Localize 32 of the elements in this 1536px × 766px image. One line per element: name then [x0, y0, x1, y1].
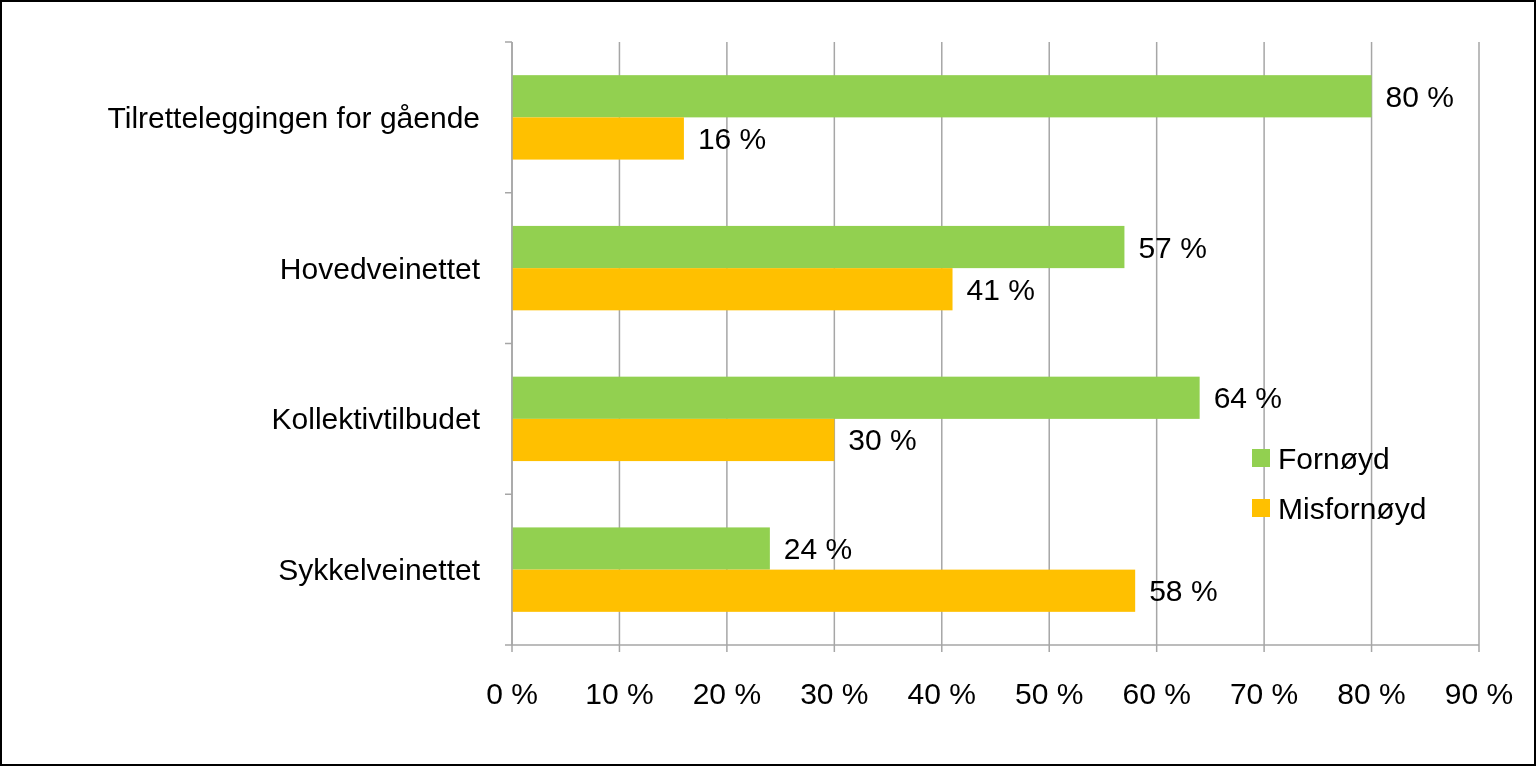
data-label: 30 %: [848, 423, 917, 457]
x-tick-label: 20 %: [692, 676, 762, 710]
y-tick-label: Sykkelveinettet: [278, 553, 481, 587]
x-tick-label: 90 %: [1444, 676, 1514, 710]
bar: [512, 527, 770, 570]
x-tick-label: 80 %: [1337, 676, 1406, 710]
data-label: 64 %: [1213, 381, 1283, 415]
y-tick-label: Tilretteleggingen for gående: [107, 100, 480, 134]
x-tick-label: 10 %: [585, 676, 654, 710]
y-tick-label: Hovedveinettet: [279, 251, 481, 285]
bar: [512, 75, 1372, 118]
legend-label: Fornøyd: [1278, 441, 1390, 475]
x-tick-label: 40 %: [907, 676, 976, 710]
bar: [512, 569, 1136, 612]
x-tick-label: 0 %: [486, 676, 538, 710]
bar: [512, 117, 684, 160]
x-tick-label: 30 %: [800, 676, 869, 710]
data-label: 24 %: [783, 532, 853, 566]
data-label: 16 %: [697, 121, 767, 155]
data-label: 57 %: [1138, 230, 1207, 264]
data-label: 58 %: [1149, 574, 1218, 608]
data-label: 80 %: [1385, 79, 1454, 113]
bar: [512, 268, 953, 311]
bar: [512, 418, 835, 462]
data-label: 41 %: [966, 272, 1035, 306]
x-tick-label: 70 %: [1229, 676, 1299, 710]
legend-label: Misfornøyd: [1278, 491, 1427, 525]
y-tick-label: Kollektivtilbudet: [271, 402, 481, 436]
x-tick-label: 60 %: [1122, 676, 1191, 710]
bar: [512, 225, 1125, 269]
bar: [512, 376, 1200, 419]
x-tick-label: 50 %: [1015, 676, 1084, 710]
